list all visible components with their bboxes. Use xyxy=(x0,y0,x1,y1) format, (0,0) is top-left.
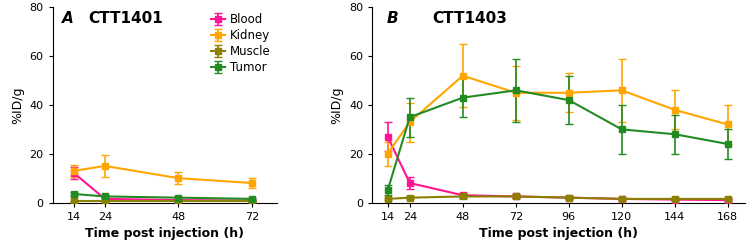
Legend: Blood, Kidney, Muscle, Tumor: Blood, Kidney, Muscle, Tumor xyxy=(211,13,271,74)
Text: CTT1403: CTT1403 xyxy=(432,11,507,26)
Text: A: A xyxy=(62,11,74,26)
Y-axis label: %ID/g: %ID/g xyxy=(11,86,24,124)
Text: CTT1401: CTT1401 xyxy=(89,11,163,26)
Y-axis label: %ID/g: %ID/g xyxy=(331,86,343,124)
Text: B: B xyxy=(387,11,399,26)
X-axis label: Time post injection (h): Time post injection (h) xyxy=(85,227,244,240)
X-axis label: Time post injection (h): Time post injection (h) xyxy=(480,227,639,240)
